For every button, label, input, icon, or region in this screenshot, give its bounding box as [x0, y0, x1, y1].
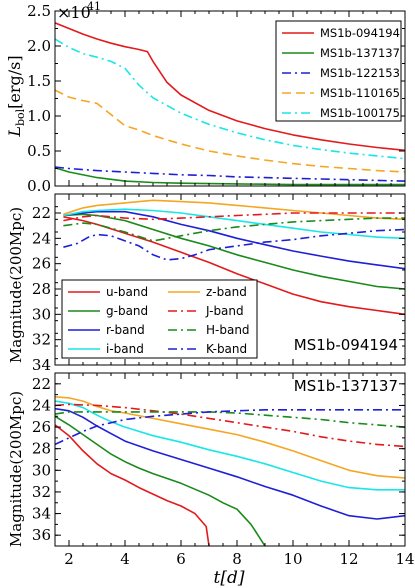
svg-text:Lbol[erg/s]: Lbol[erg/s]	[5, 55, 27, 137]
x-tick-label: 4	[120, 550, 130, 568]
series-line-k-band	[55, 408, 405, 446]
y-tick-label: 1.0	[27, 107, 51, 125]
x-tick-label: 10	[283, 550, 302, 568]
series-line-z-band	[55, 396, 405, 479]
legend-label: i-band	[106, 342, 144, 356]
series-line-g-band	[63, 213, 405, 290]
series-line-u-band	[55, 424, 210, 546]
y-tick-label: 22	[32, 204, 51, 222]
y-tick-label: 0.0	[27, 177, 51, 195]
series-line-ms1b-094194	[55, 22, 405, 152]
y-tick-label: 26	[32, 418, 51, 436]
series-group	[63, 199, 405, 316]
bottom-panel-annotation: MS1b-137137	[294, 377, 398, 395]
top-y-axis-title: Lbol[erg/s]	[5, 55, 27, 137]
middle-panel-annotation: MS1b-094194	[294, 336, 398, 354]
y-tick-label: 28	[32, 280, 51, 298]
series-group	[55, 396, 405, 546]
series-line-j-band	[63, 212, 405, 222]
bottom-y-axis-title: Magnitude(200Mpc)	[7, 391, 25, 547]
series-line-h-band	[63, 217, 405, 242]
series-line-r-band	[55, 407, 405, 520]
legend-label: g-band	[106, 304, 148, 318]
axes-frame	[54, 372, 406, 547]
legend-label: H-band	[206, 323, 250, 337]
axes-frame	[54, 193, 406, 366]
legend: u-band g-band r-band i-band z-band J-band H-ba…	[61, 279, 258, 359]
y-tick-label: 2.0	[27, 37, 51, 55]
y-tick-label: 22	[32, 375, 51, 393]
legend-box	[61, 279, 258, 359]
y-tick-label: 30	[32, 461, 51, 479]
legend-box	[275, 20, 402, 122]
x-tick-label: 2	[64, 550, 74, 568]
legend-label: r-band	[106, 323, 145, 337]
y-tick-label: 28	[32, 440, 51, 458]
y-tick-label: 32	[32, 483, 51, 501]
middle-y-axis-title: Magnitude(200Mpc)	[7, 207, 25, 363]
legend-label: z-band	[206, 285, 247, 299]
y-tick-label: 2.5	[27, 2, 51, 20]
series-line-g-band	[55, 415, 266, 546]
magnitude-panel-094194: 22 24 26 28 30 32 34 u-band g-band r-band i-band z-…	[32, 193, 406, 374]
y-axis-title-unit: [erg/s]	[5, 55, 24, 108]
y-tick-label: 0.5	[27, 142, 51, 160]
series-line-r-band	[63, 210, 405, 270]
y-axis-title-sub: bol	[14, 108, 27, 126]
multiplier-exponent: 41	[87, 0, 101, 13]
luminosity-panel: 0.0 0.5 1.0 1.5 2.0 2.5 MS1b-094194 MS1b-137137…	[27, 2, 406, 195]
y-tick-label: 24	[32, 229, 51, 247]
legend-label: J-band	[205, 304, 244, 318]
x-tick-label: 14	[395, 550, 414, 568]
series-line-h-band	[55, 411, 405, 428]
y-tick-label: 34	[32, 356, 51, 374]
legend-label: K-band	[206, 342, 247, 356]
y-tick-label: 24	[32, 396, 51, 414]
legend-label: u-band	[106, 285, 148, 299]
legend-label: MS1b-094194	[320, 26, 400, 40]
series-line-j-band	[55, 403, 405, 448]
legend-label: MS1b-100175	[320, 106, 400, 120]
series-line-ms1b-100175	[55, 38, 405, 160]
x-tick-label: 6	[176, 550, 186, 568]
x-tick-label: 12	[339, 550, 358, 568]
x-tick-label: 8	[232, 550, 242, 568]
y-tick-label: 34	[32, 505, 51, 523]
series-line-i-band	[55, 400, 405, 491]
y-tick-label: 30	[32, 305, 51, 323]
legend-label: MS1b-137137	[320, 46, 400, 60]
series-line-k-band	[63, 228, 405, 261]
legend-label: MS1b-110165	[320, 86, 400, 100]
x-axis-title: t[d]	[214, 568, 245, 588]
legend-label: MS1b-122153	[320, 66, 400, 80]
y-tick-label: 36	[32, 526, 51, 544]
series-line-z-band	[63, 199, 405, 221]
multiplier-label: ×10	[57, 3, 91, 22]
series-line-ms1b-122153	[55, 166, 405, 182]
y-axis-title-main: L	[5, 126, 24, 138]
legend: MS1b-094194 MS1b-137137 MS1b-122153 MS1b-11…	[275, 20, 402, 122]
y-tick-label: 32	[32, 331, 51, 349]
y-tick-label: 1.5	[27, 72, 51, 90]
svg-text:t[d]: t[d]	[214, 568, 245, 588]
y-tick-label: 26	[32, 255, 51, 273]
